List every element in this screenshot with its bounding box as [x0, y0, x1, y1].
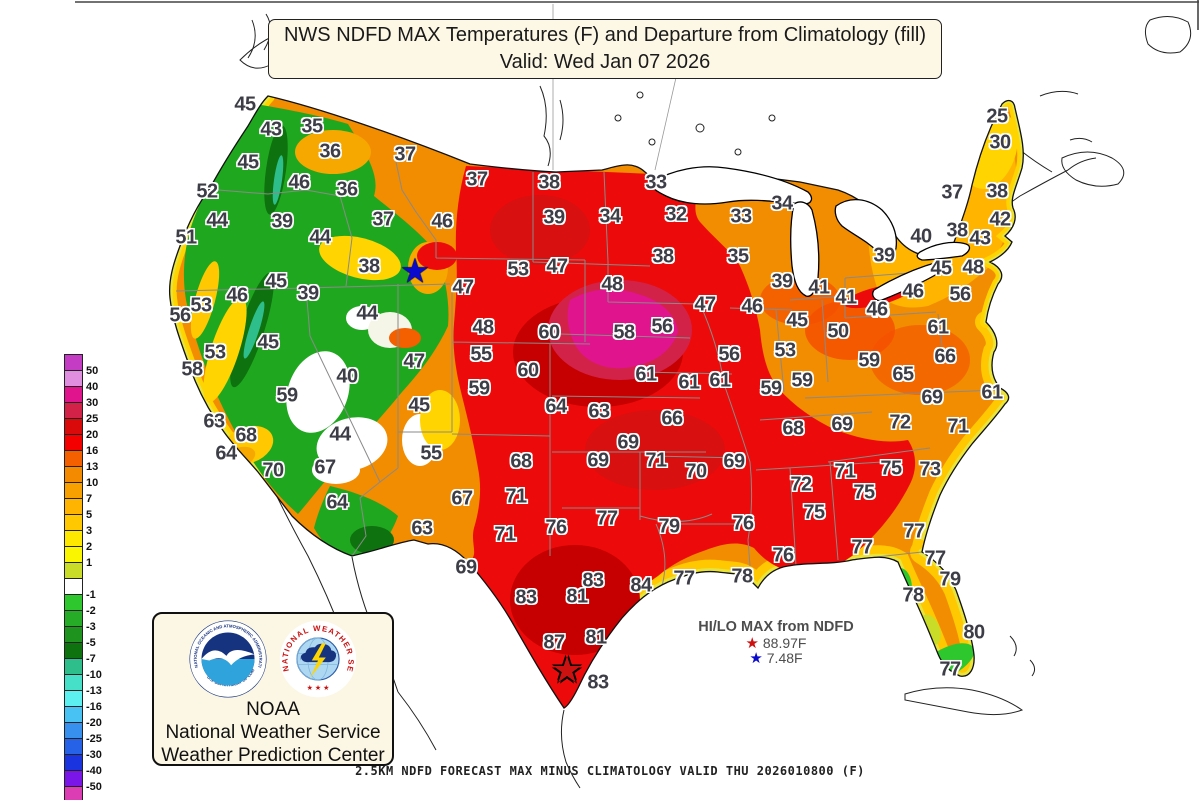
state-borders [175, 161, 997, 587]
nws-logo-icon: NATIONAL WEATHER SERVICE ★ ★ ★ [279, 620, 357, 698]
map-neatline [75, 0, 1199, 30]
colorbar-tick-label: -40 [86, 765, 102, 777]
map-title-line2: Valid: Wed Jan 07 2026 [499, 51, 711, 73]
canada-outline [239, 13, 1192, 253]
colorbar-cell: 50 [65, 355, 98, 377]
colorbar-cell: -10 [65, 658, 102, 681]
colorbar-tick-label: 2 [86, 541, 93, 553]
colorbar-cell: -16 [65, 690, 102, 713]
colorbar-tick-label: -50 [86, 781, 102, 793]
colorbar-tick-label: -5 [86, 637, 96, 649]
colorbar-tick-label: 50 [86, 365, 99, 377]
bottom-caption: 2.5KM NDFD FORECAST MAX MINUS CLIMATOLOG… [355, 764, 865, 778]
lo-max-value: 7.48F [766, 650, 803, 666]
colorbar-tick-label: 25 [86, 413, 99, 425]
branding-service: National Weather Service [165, 722, 381, 743]
colorbar-cell: -50 [65, 770, 102, 793]
colorbar-tick-label: 13 [86, 461, 99, 473]
colorbar-tick-label: -13 [86, 685, 102, 697]
southwest-patches [312, 390, 460, 568]
colorbar-cell: -30 [65, 738, 102, 761]
colorbar-tick-label: -25 [86, 733, 102, 745]
red-star-icon: ★ [745, 635, 759, 652]
colorbar-tick-label: 16 [86, 445, 99, 457]
colorbar-cell: -40 [65, 754, 102, 777]
colorbar-tick-label: 20 [86, 429, 99, 441]
noaa-logo-icon: NATIONAL OCEANIC AND ATMOSPHERIC ADMINIS… [189, 620, 267, 698]
colorbar-cell: 2 [65, 530, 92, 553]
colorbar-tick-label: 10 [86, 477, 99, 489]
colorbar-cell: 20 [65, 418, 98, 441]
great-lakes [651, 166, 971, 302]
colorbar-tick-label: 3 [86, 525, 93, 537]
blue-star-icon: ★ [749, 650, 763, 667]
colorbar-cell: 25 [65, 402, 98, 425]
us-outline [168, 95, 1024, 709]
colorbar-cell: -13 [65, 674, 102, 697]
colorbar-cell: -25 [65, 722, 102, 745]
colorbar-tick-label: -30 [86, 749, 102, 761]
colorbar-cell: 16 [65, 434, 98, 457]
colorbar-tick-label: -7 [86, 653, 96, 665]
colorbar-tick-label: 1 [86, 557, 93, 569]
svg-text:★ ★ ★: ★ ★ ★ [307, 684, 330, 692]
hilo-legend-title: HI/LO MAX from NDFD [698, 619, 854, 635]
colorbar-cell: 1 [65, 546, 92, 569]
colorbar-cell: 40 [65, 370, 98, 393]
hilo-legend-lo-row: ★ 7.48F [688, 650, 864, 667]
east-transition-zone [760, 275, 970, 395]
colorbar-cell: 7 [65, 482, 92, 505]
colorbar-cell: -7 [65, 642, 96, 665]
map-title-box: NWS NDFD MAX Temperatures (F) and Depart… [268, 19, 942, 79]
branding-center: Weather Prediction Center [161, 745, 385, 766]
branding-agency: NOAA [246, 699, 300, 720]
colorbar-tick-label: -2 [86, 605, 96, 617]
colorbar-tick-label: -10 [86, 669, 102, 681]
colorbar-cell: -20 [65, 706, 102, 729]
lake-erie [872, 260, 948, 302]
colorbar-cell [65, 562, 82, 578]
departure-colorbar: 50 40 30 25 20 16 13 10 7 5 3 2 1 -1 -2 -3 -5 -7 -10 -13 -16… [64, 354, 102, 800]
magenta-extreme-departure-blob [567, 289, 678, 369]
colorbar-tick-label: 5 [86, 509, 93, 521]
hilo-legend: HI/LO MAX from NDFD ★ 88.97F ★ 7.48F [688, 619, 864, 666]
agency-branding-box: NATIONAL OCEANIC AND ATMOSPHERIC ADMINIS… [152, 612, 394, 766]
colorbar-tick-label: -3 [86, 621, 96, 633]
colorbar-tick-label: -1 [86, 589, 96, 601]
colorbar-cell: -5 [65, 626, 96, 649]
colorbar-tick-label: -16 [86, 701, 102, 713]
hi-max-value: 88.97F [762, 635, 807, 651]
colorbar-cell: -1 [65, 578, 96, 601]
colorbar-tick-label: 40 [86, 381, 99, 393]
colorbar-cell: 3 [65, 514, 92, 537]
colorbar-cell: -3 [65, 610, 96, 633]
lake-huron [834, 199, 898, 258]
west-green-zone [183, 104, 449, 514]
lake-ontario [916, 241, 971, 261]
lake-michigan [790, 201, 820, 297]
lake-superior [651, 166, 813, 205]
colorbar-cell: 5 [65, 498, 92, 521]
colorbar-cell [65, 786, 82, 800]
hilo-legend-hi-row: ★ 88.97F [688, 635, 864, 652]
colorbar-cell: 10 [65, 466, 98, 489]
colorbar-cell: -2 [65, 594, 96, 617]
colorbar-tick-label: -20 [86, 717, 102, 729]
colorbar-tick-label: 7 [86, 493, 93, 505]
colorbar-cell: 30 [65, 386, 98, 409]
cuba-bahamas-outline [904, 635, 1036, 716]
map-title-line1: NWS NDFD MAX Temperatures (F) and Depart… [283, 24, 926, 46]
agency-logos: NATIONAL OCEANIC AND ATMOSPHERIC ADMINIS… [189, 620, 357, 698]
colorbar-cell: 13 [65, 450, 98, 473]
colorbar-tick-label: 30 [86, 397, 99, 409]
